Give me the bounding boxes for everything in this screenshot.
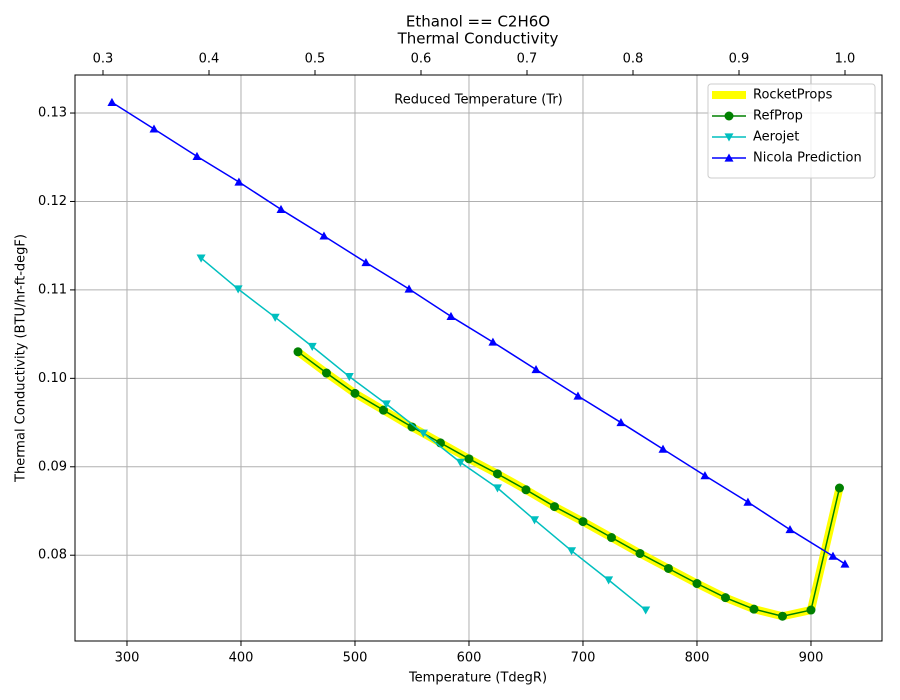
marker [455,458,465,467]
y-tick-label: 0.13 [38,106,67,121]
chart-title: Ethanol == C2H6O [406,13,550,31]
marker [378,405,388,415]
x-tick-label: 500 [343,651,368,666]
marker [606,533,616,543]
marker [107,97,117,107]
legend-box [707,83,876,179]
marker [196,254,206,263]
marker [724,153,734,162]
marker [418,429,428,438]
x2-tick-label: 0.9 [729,52,750,67]
y-tick-label: 0.09 [38,459,67,474]
marker [578,517,588,527]
x-axis-label: Temperature (TdegR) [408,671,547,686]
y-tick-label: 0.12 [38,194,67,209]
series-line [293,347,844,621]
marker [488,337,498,346]
marker [724,111,734,121]
marker [567,547,577,556]
marker [276,204,286,214]
marker [549,502,559,512]
marker [785,525,795,534]
marker [749,604,759,614]
marker [307,342,317,352]
marker [381,400,391,409]
chart-subtitle: Thermal Conductivity [397,30,559,48]
marker [407,422,417,432]
marker [492,469,502,479]
marker [700,471,710,480]
marker [192,151,202,160]
marker [840,559,850,568]
marker [446,311,456,321]
marker [293,347,303,357]
marker [234,177,244,186]
marker [743,497,753,506]
marker [806,605,816,615]
marker [635,548,645,558]
legend-label: RocketProps [753,88,833,103]
marker [692,579,702,589]
x2-tick-label: 0.4 [199,52,220,67]
marker [828,551,838,560]
x2-tick-label: 0.7 [517,52,538,67]
y-tick-label: 0.10 [38,371,67,386]
legend-label: Aerojet [753,130,799,145]
x-tick-label: 600 [457,651,482,666]
marker [361,257,371,267]
x-tick-label: 700 [571,651,596,666]
x2-tick-label: 0.5 [305,52,326,67]
marker [834,483,844,493]
marker [233,285,243,294]
y-tick-label: 0.08 [38,548,67,563]
plot-frame [74,74,883,642]
marker [531,364,541,374]
x-tick-label: 400 [229,651,254,666]
marker [573,391,583,400]
y-axis-label: Thermal Conductivity (BTU/hr-ft-degF) [14,234,29,483]
marker [319,231,329,240]
series-line [297,351,841,617]
marker [616,418,626,427]
x2-tick-label: 0.6 [411,52,432,67]
marker [724,133,734,142]
marker [663,563,673,573]
marker [641,606,651,615]
marker [321,368,331,378]
marker [777,611,787,621]
marker [604,576,614,585]
marker [270,313,280,322]
marker [404,284,414,293]
x2-tick-label: 1.0 [835,52,856,67]
legend-label: RefProp [753,109,803,124]
marker [492,484,502,493]
x2-tick-label: 0.8 [623,52,644,67]
marker [464,454,474,464]
marker [521,485,531,495]
x-tick-label: 300 [115,651,140,666]
marker [658,444,668,453]
x-tick-label: 800 [685,651,710,666]
marker [149,124,159,133]
marker [350,388,360,398]
marker [344,372,354,382]
legend-label: Nicola Prediction [753,151,862,166]
marker [720,593,730,603]
x2-axis-label: Reduced Temperature (Tr) [394,93,562,108]
x2-tick-label: 0.3 [93,52,114,67]
x-tick-label: 900 [799,651,824,666]
marker [530,516,540,525]
y-tick-label: 0.11 [38,282,67,297]
